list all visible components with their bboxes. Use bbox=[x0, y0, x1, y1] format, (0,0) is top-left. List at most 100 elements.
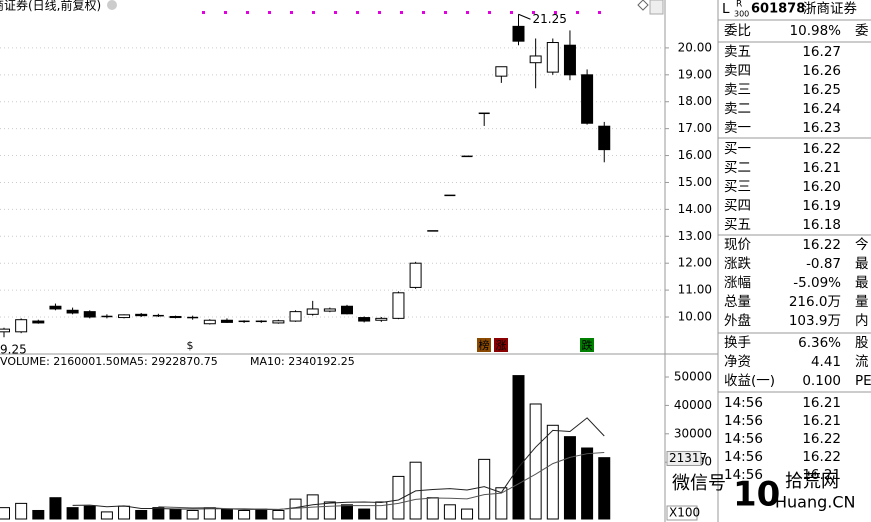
marker-dot bbox=[290, 11, 293, 14]
dropdown-icon[interactable] bbox=[107, 0, 117, 10]
candle-body bbox=[220, 319, 233, 323]
quote-value: 16.22 bbox=[802, 449, 841, 465]
quote-label: 总量 bbox=[724, 294, 751, 310]
volume-bar bbox=[426, 497, 439, 520]
marker-dot bbox=[488, 11, 491, 14]
quote-label: 14:56 bbox=[724, 449, 763, 465]
legend-label: MA5: 2922870.75 bbox=[120, 355, 218, 368]
watermark-text: 微信号 bbox=[672, 473, 726, 494]
y-tick-label: 11.00 bbox=[678, 283, 712, 297]
quote-label: 卖二 bbox=[724, 101, 751, 117]
quote-label: 卖四 bbox=[724, 63, 751, 79]
marker-dot bbox=[532, 11, 535, 14]
marker-dot bbox=[422, 11, 425, 14]
quote-value: 10.98% bbox=[790, 23, 842, 39]
y-tick-label: 50000 bbox=[674, 370, 712, 384]
quote-label: 买五 bbox=[724, 217, 751, 233]
quote-label: 委比 bbox=[724, 23, 751, 39]
candle-body bbox=[581, 74, 594, 124]
volume-bar bbox=[49, 497, 62, 520]
quote-label: 买二 bbox=[724, 160, 751, 176]
legend-label: MA10: 2340192.25 bbox=[250, 355, 355, 368]
quote-label: 买四 bbox=[724, 198, 751, 214]
quote-label: 收益(一) bbox=[724, 373, 775, 389]
quote-extra: 股 bbox=[855, 335, 869, 351]
y-tick-label: 14.00 bbox=[678, 202, 712, 216]
volume-bar bbox=[392, 475, 405, 520]
y-tick-label: 15.00 bbox=[678, 175, 712, 189]
volume-bar bbox=[135, 509, 148, 520]
marker-dot bbox=[312, 11, 315, 14]
volume-bar bbox=[443, 504, 456, 520]
candle-body bbox=[272, 320, 285, 324]
marker-dot bbox=[400, 11, 403, 14]
volume-bar bbox=[152, 507, 165, 520]
stock-code: 601878 bbox=[751, 2, 805, 17]
quote-value: 16.21 bbox=[802, 467, 841, 483]
cursor-value: 21317 bbox=[669, 451, 707, 465]
quote-value: 4.41 bbox=[811, 354, 841, 370]
candle-body bbox=[203, 319, 216, 325]
marker-dot bbox=[356, 11, 359, 14]
quote-value: -0.87 bbox=[806, 256, 841, 272]
volume-bar bbox=[478, 458, 491, 520]
marker-dot bbox=[378, 11, 381, 14]
volume-bar bbox=[581, 447, 594, 520]
quote-label: 现价 bbox=[724, 237, 752, 253]
candle-body bbox=[15, 319, 28, 333]
quote-value: 0.100 bbox=[802, 373, 841, 389]
quote-value: 16.26 bbox=[802, 63, 841, 79]
y-tick-label: 16.00 bbox=[678, 148, 712, 162]
signal-label: 涨 bbox=[496, 339, 507, 352]
quote-value: -5.09% bbox=[793, 275, 841, 291]
settings-icon[interactable] bbox=[637, 0, 649, 11]
volume-bar bbox=[169, 508, 182, 520]
volume-bar bbox=[563, 436, 576, 520]
candle-body bbox=[546, 42, 559, 73]
candle-body bbox=[135, 313, 148, 317]
candle-body bbox=[83, 311, 96, 318]
candle-body bbox=[358, 317, 371, 322]
legend-label: VOLUME: 2160001.50 bbox=[0, 355, 120, 368]
volume-bar bbox=[495, 487, 508, 520]
scroll-button[interactable] bbox=[649, 0, 664, 15]
candle-body bbox=[49, 305, 62, 310]
quote-label: 卖五 bbox=[724, 44, 751, 60]
quote-label: 14:56 bbox=[724, 413, 763, 429]
marker-dot bbox=[246, 11, 249, 14]
quote-value: 16.20 bbox=[802, 179, 841, 195]
y-tick-label: 20.00 bbox=[678, 40, 712, 54]
quote-value: 16.19 bbox=[802, 198, 841, 214]
quote-value: 16.21 bbox=[802, 395, 841, 411]
marker-dot bbox=[576, 11, 579, 14]
marker-dot bbox=[510, 11, 513, 14]
volume-bar bbox=[220, 508, 233, 520]
candle-body bbox=[0, 328, 10, 333]
volume-bar bbox=[255, 508, 268, 520]
y-tick-label: 17.00 bbox=[678, 121, 712, 135]
market-tag: R bbox=[736, 0, 742, 10]
marker-dot bbox=[554, 11, 557, 14]
watermark-site: Huang.CN bbox=[775, 493, 856, 512]
quote-value: 16.18 bbox=[802, 217, 841, 233]
y-tick-label: 19.00 bbox=[678, 67, 712, 81]
quote-value: 16.22 bbox=[802, 237, 841, 253]
quote-value: 16.25 bbox=[802, 82, 841, 98]
quote-value: 16.23 bbox=[802, 120, 841, 136]
candle-body bbox=[32, 320, 45, 324]
quote-label: 14:56 bbox=[724, 467, 763, 483]
ma-line bbox=[158, 452, 605, 510]
volume-bar bbox=[375, 501, 388, 520]
marker-dot bbox=[202, 11, 205, 14]
volume-bar bbox=[546, 424, 559, 520]
candle-body bbox=[169, 315, 182, 319]
quote-label: 卖一 bbox=[724, 120, 751, 136]
high-label: 21.25 bbox=[533, 12, 567, 26]
quote-label: 外盘 bbox=[724, 312, 751, 329]
volume-bar bbox=[238, 509, 251, 520]
watermark-logo: 10 bbox=[733, 475, 780, 515]
volume-bar bbox=[15, 502, 28, 520]
volume-bar bbox=[341, 504, 353, 520]
quote-label: 买三 bbox=[724, 179, 751, 195]
